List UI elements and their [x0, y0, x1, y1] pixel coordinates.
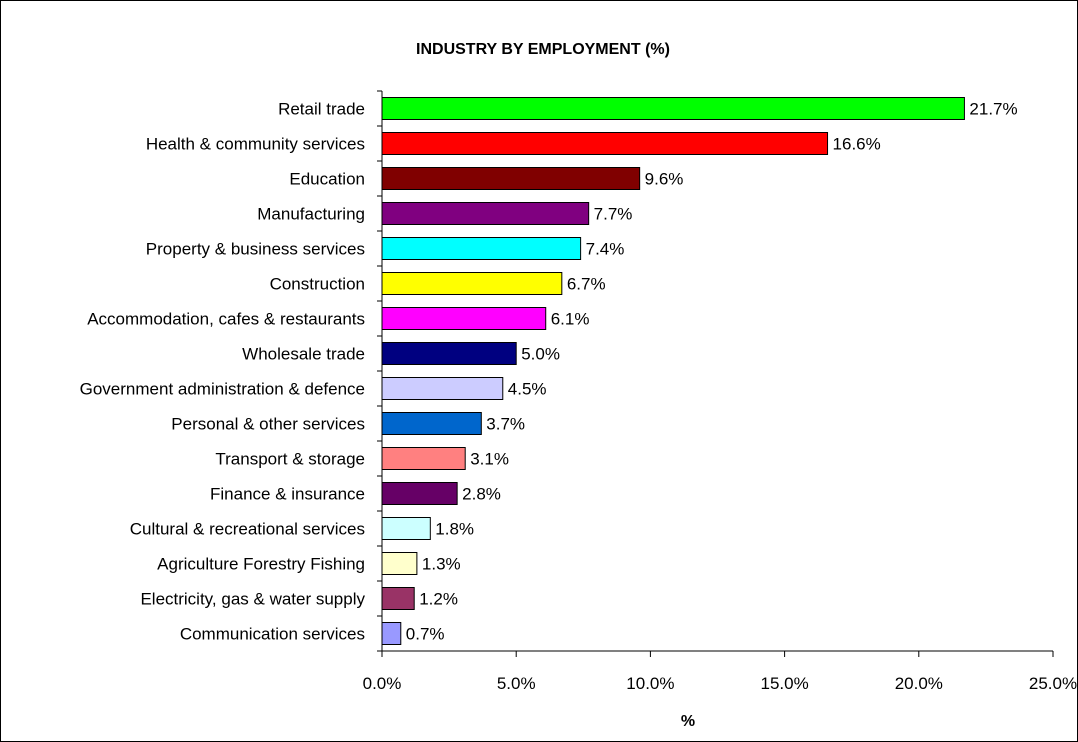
bar	[381, 622, 402, 645]
category-label: Manufacturing	[257, 205, 365, 224]
bar	[381, 97, 965, 120]
axes-group: 0.0% 5.0% 10.0% 15.0% 20.0% 25.0%	[363, 90, 1077, 693]
value-label: 4.5%	[508, 380, 547, 399]
bar	[381, 342, 517, 365]
bar	[381, 587, 415, 610]
bar	[381, 237, 582, 260]
category-label: Retail trade	[278, 100, 365, 119]
value-label: 9.6%	[645, 170, 684, 189]
category-label: Agriculture Forestry Fishing	[157, 555, 365, 574]
category-label: Education	[289, 170, 365, 189]
x-tick-label: 15.0%	[760, 674, 808, 693]
category-label: Electricity, gas & water supply	[140, 590, 365, 609]
value-label: 0.7%	[406, 625, 445, 644]
x-tick-label: 5.0%	[497, 674, 536, 693]
value-label: 5.0%	[521, 345, 560, 364]
category-label: Health & community services	[146, 135, 365, 154]
x-tick-label: 10.0%	[626, 674, 674, 693]
bar	[381, 517, 431, 540]
value-label: 6.7%	[567, 275, 606, 294]
value-label: 1.3%	[422, 555, 461, 574]
bar	[381, 377, 504, 400]
x-tick-label: 25.0%	[1029, 674, 1077, 693]
value-label: 16.6%	[833, 135, 881, 154]
x-tick-label: 20.0%	[895, 674, 943, 693]
value-label: 3.7%	[486, 415, 525, 434]
x-axis-title: %	[681, 713, 695, 730]
category-label: Transport & storage	[215, 450, 365, 469]
bars-group: Retail trade 21.7% Health & community serv…	[80, 97, 1018, 645]
value-label: 1.2%	[419, 590, 458, 609]
category-label: Cultural & recreational services	[130, 520, 365, 539]
bar	[381, 482, 458, 505]
chart-title: INDUSTRY BY EMPLOYMENT (%)	[416, 41, 670, 58]
bar	[381, 132, 829, 155]
value-label: 1.8%	[435, 520, 474, 539]
value-label: 21.7%	[969, 100, 1017, 119]
value-label: 7.4%	[586, 240, 625, 259]
bar	[381, 272, 563, 295]
category-label: Personal & other services	[171, 415, 365, 434]
value-label: 7.7%	[594, 205, 633, 224]
category-label: Government administration & defence	[80, 380, 365, 399]
category-label: Property & business services	[146, 240, 365, 259]
category-label: Communication services	[180, 625, 365, 644]
bar	[381, 307, 547, 330]
category-label: Accommodation, cafes & restaurants	[87, 310, 365, 329]
category-label: Construction	[270, 275, 365, 294]
value-label: 2.8%	[462, 485, 501, 504]
category-label: Wholesale trade	[242, 345, 365, 364]
value-label: 6.1%	[551, 310, 590, 329]
bar	[381, 412, 482, 435]
category-label: Finance & insurance	[210, 485, 365, 504]
value-label: 3.1%	[470, 450, 509, 469]
bar	[381, 202, 590, 225]
bar	[381, 447, 466, 470]
x-tick-label: 0.0%	[363, 674, 402, 693]
bar	[381, 552, 418, 575]
bar	[381, 167, 641, 190]
